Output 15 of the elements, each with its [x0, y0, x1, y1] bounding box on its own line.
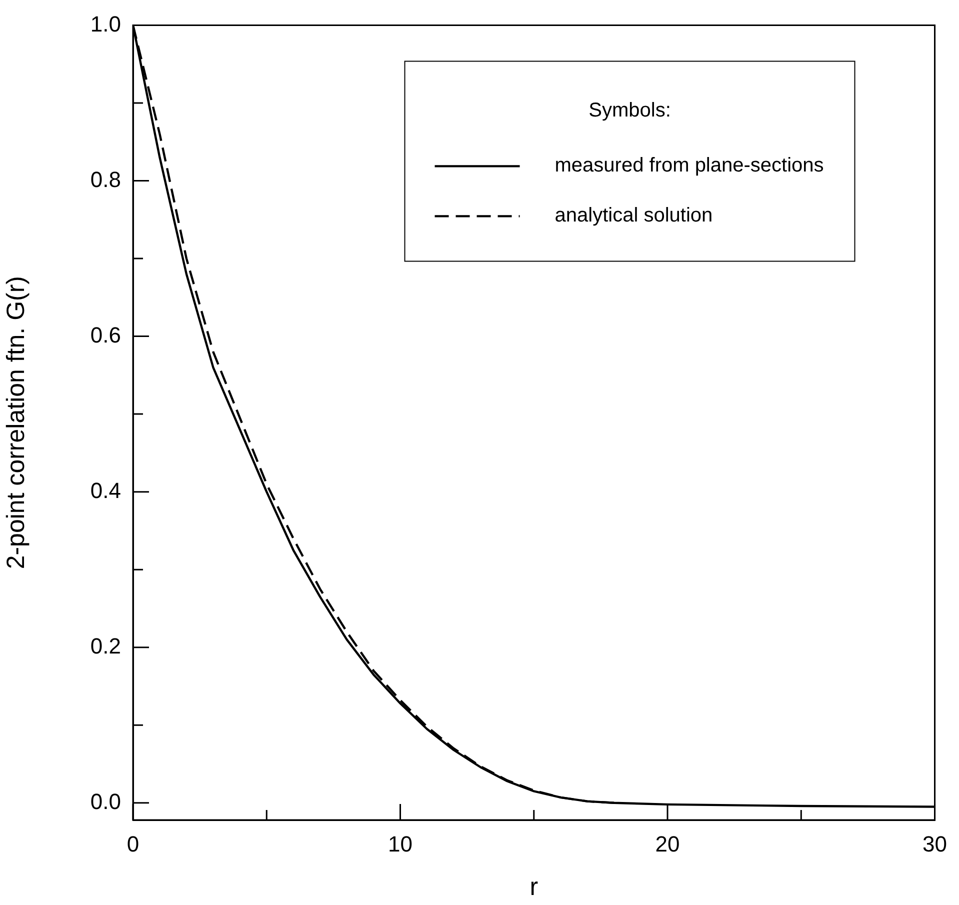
legend-label: analytical solution [554, 204, 713, 227]
y-tick-label: 0.0 [90, 788, 121, 814]
x-tick-label: 30 [922, 831, 948, 856]
y-axis-title: 2-point correlation ftn. G(r) [2, 276, 30, 570]
legend-title: Symbols: [588, 100, 671, 122]
y-tick-label: 1.0 [90, 11, 121, 36]
y-tick-label: 0.2 [90, 633, 121, 658]
y-tick-label: 0.4 [90, 478, 121, 503]
x-tick-label: 10 [388, 831, 412, 856]
x-tick-label: 0 [126, 831, 140, 856]
legend-label: measured from plane-sections [554, 154, 824, 177]
x-tick-label: 20 [655, 831, 680, 856]
y-tick-label: 0.6 [90, 322, 121, 348]
x-axis-title: r [530, 872, 538, 901]
y-tick-label: 0.8 [90, 166, 121, 192]
